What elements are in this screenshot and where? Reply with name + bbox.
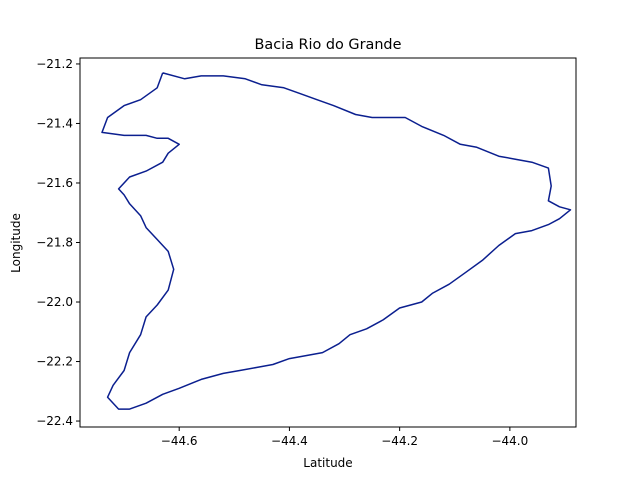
- x-axis-label: Latitude: [303, 456, 352, 470]
- y-tick-label: −22.0: [36, 295, 73, 309]
- series-layer: [101, 72, 572, 410]
- y-tick-label: −22.2: [36, 355, 73, 369]
- x-axis-ticks: −44.6 −44.4 −44.2 −44.0: [161, 427, 528, 448]
- y-tick-label: −22.4: [36, 414, 73, 428]
- chart-title: Bacia Rio do Grande: [255, 37, 402, 53]
- x-tick-label: −44.0: [491, 434, 528, 448]
- y-tick-label: −21.4: [36, 116, 73, 130]
- basin-outline-line-0: [101, 72, 572, 410]
- x-tick-label: −44.6: [161, 434, 198, 448]
- y-tick-label: −21.8: [36, 236, 73, 250]
- y-axis-ticks: −21.2 −21.4 −21.6 −21.8 −22.0 −22.2 −22.4: [36, 57, 80, 428]
- x-tick-label: −44.4: [271, 434, 308, 448]
- y-tick-label: −21.6: [36, 176, 73, 190]
- y-tick-label: −21.2: [36, 57, 73, 71]
- plot-frame: [79, 57, 577, 428]
- y-axis-label: Longitude: [9, 213, 23, 273]
- x-tick-label: −44.2: [381, 434, 418, 448]
